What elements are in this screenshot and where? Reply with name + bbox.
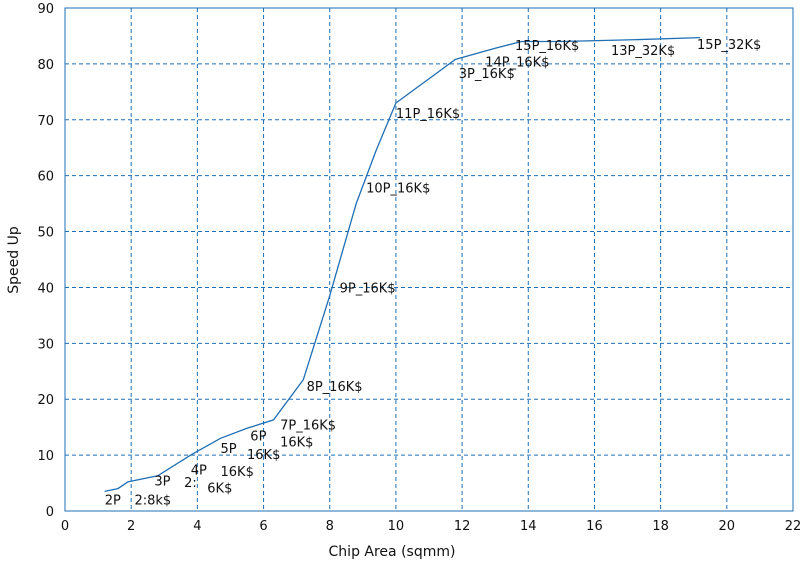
point-label: 2P	[105, 493, 121, 508]
point-label: 6P	[250, 430, 266, 445]
x-axis-title: Chip Area (sqmm)	[329, 544, 456, 560]
x-tick-label: 14	[520, 519, 537, 534]
y-tick-label: 10	[37, 449, 54, 464]
x-tick-label: 4	[193, 519, 201, 534]
y-tick-label: 40	[37, 281, 54, 296]
x-tick-labels: 0 2 4 6 8 10 12 14 16 18 20 22	[61, 519, 800, 534]
point-label: 3P	[154, 474, 170, 489]
point-label: 16K$	[280, 436, 313, 451]
point-label: 14P_16K$	[485, 56, 549, 71]
point-label: 2:8k$	[134, 493, 171, 508]
plot-frame	[64, 7, 794, 512]
point-label: 5P	[221, 442, 237, 457]
point-label: 16K$	[247, 448, 280, 463]
series-layer	[104, 36, 701, 493]
y-axis-title: Speed Up	[6, 226, 22, 294]
x-tick-label: 8	[326, 519, 334, 534]
grid-lines	[65, 8, 793, 511]
point-label: 15P_32K$	[697, 38, 761, 53]
point-label: 15P_16K$	[515, 39, 579, 54]
point-label: 11P_16K$	[396, 107, 460, 122]
x-tick-label: 6	[259, 519, 267, 534]
y-tick-labels: 0 10 20 30 40 50 60 70 80 90	[37, 2, 54, 520]
x-tick-label: 22	[785, 519, 800, 534]
point-label: 10P_16K$	[366, 181, 430, 196]
point-label: 2:	[184, 476, 197, 491]
y-tick-label: 90	[37, 2, 54, 17]
y-tick-label: 50	[37, 226, 54, 241]
y-tick-label: 30	[37, 337, 54, 352]
x-tick-label: 10	[388, 519, 405, 534]
x-tick-label: 0	[61, 519, 69, 534]
x-tick-label: 12	[454, 519, 471, 534]
y-tick-label: 60	[37, 170, 54, 185]
x-tick-label: 16	[586, 519, 603, 534]
point-label: 13P_32K$	[611, 44, 675, 59]
point-label: 16K$	[221, 465, 254, 480]
point-label: 9P_16K$	[340, 281, 396, 296]
x-tick-label: 18	[652, 519, 669, 534]
point-label: 4P	[191, 464, 207, 479]
y-tick-label: 20	[37, 393, 54, 408]
point-label: 6K$	[207, 482, 232, 497]
y-tick-label: 80	[37, 58, 54, 73]
point-label: 8P_16K$	[307, 380, 363, 395]
point-label: 3P_16K$	[459, 67, 515, 82]
x-tick-label: 20	[719, 519, 736, 534]
y-tick-label: 70	[37, 114, 54, 129]
y-tick-label: 0	[46, 505, 54, 520]
point-label: 7P_16K$	[280, 418, 336, 433]
series-line	[104, 36, 701, 493]
x-tick-label: 2	[127, 519, 135, 534]
